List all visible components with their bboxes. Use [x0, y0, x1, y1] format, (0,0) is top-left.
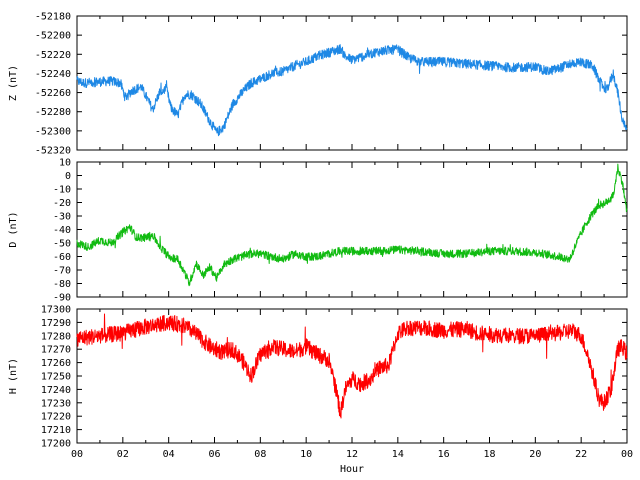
d-y-tick-label: -10 [53, 185, 71, 196]
z-y-tick-label: -52220 [35, 50, 71, 61]
d-y-tick-label: -20 [53, 198, 71, 209]
h-y-tick-label: 17240 [41, 385, 71, 396]
x-tick-label: 16 [438, 449, 450, 460]
d-y-tick-label: -50 [53, 239, 71, 250]
x-tick-label: 14 [392, 449, 404, 460]
x-tick-label: 00 [621, 449, 633, 460]
d-y-tick-label: -30 [53, 212, 71, 223]
d-y-tick-label: -70 [53, 266, 71, 277]
d-series-line [76, 163, 628, 287]
h-y-tick-label: 17200 [41, 439, 71, 450]
x-tick-label: 22 [575, 449, 587, 460]
x-tick-label: 20 [529, 449, 541, 460]
z-y-tick-label: -52240 [35, 69, 71, 80]
z-y-tick-label: -52180 [35, 12, 71, 23]
h-y-tick-label: 17290 [41, 318, 71, 329]
z-y-tick-label: -52280 [35, 107, 71, 118]
x-tick-label: 02 [117, 449, 129, 460]
d-y-tick-label: 0 [65, 171, 71, 182]
z-y-tick-label: -52300 [35, 126, 71, 137]
z-series-line [76, 44, 628, 137]
h-component-panel: 17300 17290 17280 17270 17260 17250 17240 17230… [8, 305, 633, 476]
h-y-tick-label: 17250 [41, 372, 71, 383]
d-y-axis-title: D (nT) [8, 211, 19, 247]
h-y-axis-title: H (nT) [8, 358, 19, 394]
h-y-tick-label: 17260 [41, 358, 71, 369]
d-y-tick-label: -60 [53, 252, 71, 263]
h-series-line [76, 313, 628, 419]
h-y-tick-label: 17280 [41, 331, 71, 342]
x-tick-label: 12 [346, 449, 358, 460]
d-y-tick-label: -40 [53, 225, 71, 236]
x-axis-title: Hour [340, 464, 364, 475]
z-component-panel: -52180 -52200 -52220 -52240 -52260 -52280 -523… [8, 12, 628, 157]
h-y-tick-label: 17300 [41, 305, 71, 316]
z-y-tick-label: -52320 [35, 146, 71, 157]
h-y-tick-label: 17220 [41, 412, 71, 423]
z-y-tick-label: -52260 [35, 88, 71, 99]
x-tick-label: 10 [300, 449, 312, 460]
d-component-panel: 10 0 -10 -20 -30 -40 -50 -60 -70 -80 -90 D (nT) [8, 158, 628, 304]
h-y-tick-label: 17210 [41, 425, 71, 436]
x-tick-label: 18 [483, 449, 495, 460]
z-y-tick-label: -52200 [35, 31, 71, 42]
x-tick-label: 04 [163, 449, 175, 460]
z-y-axis-title: Z (nT) [8, 65, 19, 101]
x-tick-label: 00 [71, 449, 83, 460]
x-tick-label: 06 [208, 449, 220, 460]
d-y-tick-label: -90 [53, 293, 71, 304]
d-y-tick-label: 10 [59, 158, 71, 169]
h-y-tick-label: 17230 [41, 398, 71, 409]
h-y-tick-label: 17270 [41, 345, 71, 356]
x-tick-label: 08 [254, 449, 266, 460]
d-y-tick-label: -80 [53, 279, 71, 290]
